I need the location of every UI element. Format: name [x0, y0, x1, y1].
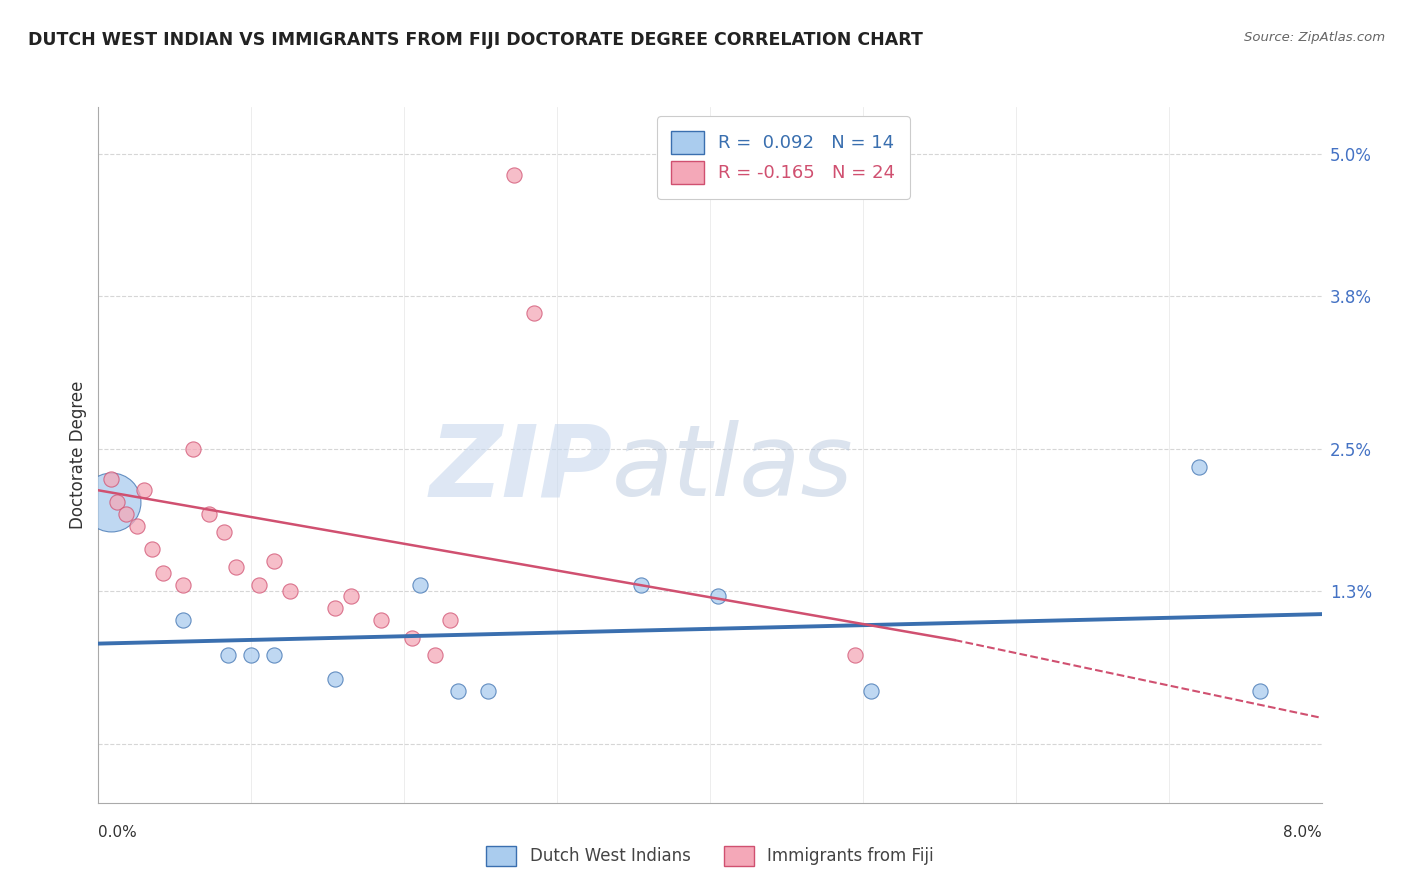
Point: [115, 507, 138, 521]
Point: [423, 648, 446, 663]
Point: [630, 577, 652, 591]
Point: [125, 518, 148, 533]
Text: DUTCH WEST INDIAN VS IMMIGRANTS FROM FIJI DOCTORATE DEGREE CORRELATION CHART: DUTCH WEST INDIAN VS IMMIGRANTS FROM FIJ…: [28, 31, 922, 49]
Point: [172, 577, 194, 591]
Point: [263, 648, 285, 663]
Text: 0.0%: 0.0%: [98, 825, 138, 840]
Point: [370, 613, 392, 627]
Point: [141, 542, 163, 557]
Point: [172, 613, 194, 627]
Point: [401, 631, 423, 645]
Point: [134, 483, 156, 498]
Point: [100, 495, 122, 509]
Point: [503, 169, 526, 183]
Point: [152, 566, 174, 580]
Point: [1249, 683, 1271, 698]
Point: [325, 672, 347, 686]
Point: [706, 590, 728, 604]
Point: [447, 683, 470, 698]
Legend: Dutch West Indians, Immigrants from Fiji: Dutch West Indians, Immigrants from Fiji: [478, 838, 942, 874]
Point: [217, 648, 239, 663]
Point: [844, 648, 866, 663]
Point: [100, 471, 122, 485]
Text: 8.0%: 8.0%: [1282, 825, 1322, 840]
Point: [325, 601, 347, 615]
Point: [263, 554, 285, 568]
Point: [523, 306, 546, 320]
Point: [247, 577, 270, 591]
Point: [197, 507, 219, 521]
Point: [225, 560, 247, 574]
Point: [859, 683, 882, 698]
Point: [105, 495, 128, 509]
Point: [1188, 459, 1211, 474]
Text: Source: ZipAtlas.com: Source: ZipAtlas.com: [1244, 31, 1385, 45]
Point: [181, 442, 204, 456]
Point: [408, 577, 430, 591]
Point: [240, 648, 263, 663]
Y-axis label: Doctorate Degree: Doctorate Degree: [69, 381, 87, 529]
Point: [212, 524, 235, 539]
Text: atlas: atlas: [612, 420, 853, 517]
Point: [278, 583, 301, 598]
Point: [477, 683, 499, 698]
Point: [439, 613, 461, 627]
Point: [339, 590, 361, 604]
Text: ZIP: ZIP: [429, 420, 612, 517]
